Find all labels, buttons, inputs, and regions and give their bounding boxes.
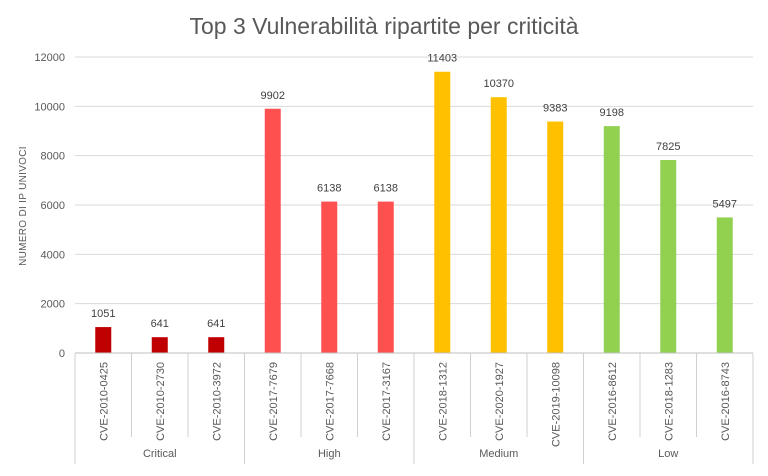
y-tick-label: 10000 [34, 101, 65, 113]
data-label: 6138 [374, 183, 398, 195]
bar [716, 217, 733, 353]
data-label: 9198 [600, 107, 624, 119]
data-label: 641 [151, 318, 169, 330]
data-label: 641 [207, 318, 225, 330]
bar [547, 121, 564, 353]
x-tick-label: CVE-2017-3167 [381, 362, 393, 441]
bar [208, 337, 225, 353]
x-tick-label: CVE-2018-1312 [437, 362, 449, 441]
x-tick-label: CVE-2010-0425 [98, 362, 110, 441]
bar [95, 327, 112, 353]
x-tick-label: CVE-2010-3972 [211, 362, 223, 441]
data-label: 6138 [317, 183, 341, 195]
bar [377, 201, 394, 353]
x-tick-label: CVE-2016-8743 [720, 362, 732, 441]
bar [321, 201, 338, 353]
x-tick-label: CVE-2020-1927 [494, 362, 506, 441]
x-tick-label: CVE-2016-8612 [607, 362, 619, 441]
y-tick-label: 4000 [41, 249, 65, 261]
data-label: 10370 [483, 78, 514, 90]
chart-title: Top 3 Vulnerabilità ripartite per critic… [189, 13, 578, 39]
data-label: 11403 [427, 53, 457, 65]
bar [434, 71, 451, 353]
group-label: Critical [143, 448, 177, 460]
x-tick-label: CVE-2017-7668 [324, 362, 336, 441]
bar [264, 108, 281, 353]
bar [660, 159, 677, 353]
group-label: Low [658, 448, 678, 460]
bar [490, 97, 507, 353]
y-tick-label: 8000 [41, 151, 65, 163]
data-label: 5497 [713, 198, 737, 210]
y-tick-label: 6000 [41, 200, 65, 212]
data-label: 1051 [91, 308, 115, 320]
group-label: High [318, 448, 341, 460]
x-tick-label: CVE-2019-10098 [550, 362, 562, 447]
bar [603, 126, 620, 353]
data-label: 9902 [261, 90, 285, 102]
y-axis-label: NUMERO DI IP UNIVOCI [18, 146, 29, 266]
x-axis: CVE-2010-0425 CVE-2010-2730 CVE-2010-3972 C… [74, 352, 754, 464]
x-tick-label: CVE-2018-1283 [663, 362, 675, 441]
y-tick-label: 2000 [41, 299, 65, 311]
x-tick-label: CVE-2010-2730 [155, 362, 167, 441]
gridlines [75, 56, 753, 305]
data-label: 9383 [543, 103, 567, 115]
data-label: 7825 [656, 141, 680, 153]
x-tick-label: CVE-2017-7679 [268, 362, 280, 441]
y-tick-label: 0 [59, 348, 65, 360]
y-tick-label: 12000 [34, 52, 65, 64]
group-label: Medium [479, 448, 518, 460]
y-axis-ticks: 0 2000 4000 6000 8000 10000 12000 [34, 52, 65, 360]
bar [151, 337, 168, 353]
bars: 1051 641 641 9902 6138 6138 11403 10370 9383 9198… [91, 53, 737, 353]
